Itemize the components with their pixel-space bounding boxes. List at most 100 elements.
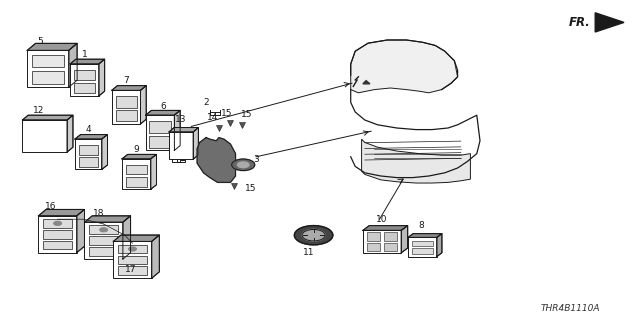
Bar [118,266,147,275]
Polygon shape [363,81,370,84]
Polygon shape [84,216,131,222]
Polygon shape [75,134,108,139]
Circle shape [294,226,333,245]
Text: 9: 9 [134,145,139,154]
Bar [412,248,433,254]
Polygon shape [70,59,105,64]
Text: THR4B1110A: THR4B1110A [541,304,600,313]
Text: 10: 10 [376,215,388,224]
Circle shape [129,247,136,251]
Text: 15: 15 [244,184,256,193]
Bar [384,232,397,241]
Bar [412,241,433,246]
Bar [22,120,67,152]
Circle shape [232,159,255,171]
Bar [169,132,193,159]
Polygon shape [151,154,156,189]
Text: 3: 3 [253,156,259,164]
Bar [408,237,437,257]
Bar [43,241,72,250]
Polygon shape [351,40,458,93]
Polygon shape [362,139,470,183]
Bar [150,121,170,133]
Polygon shape [408,234,442,237]
Polygon shape [595,13,624,32]
Polygon shape [22,115,73,120]
Bar [32,54,64,67]
Polygon shape [38,209,84,216]
Bar [43,230,72,238]
Polygon shape [141,85,147,124]
Polygon shape [67,115,73,152]
Polygon shape [102,134,108,170]
Bar [122,159,151,189]
Polygon shape [437,234,442,257]
Text: 18: 18 [93,209,105,218]
Circle shape [100,228,108,232]
Text: 8: 8 [419,221,424,230]
Bar [89,236,118,245]
Text: 2: 2 [204,98,209,107]
Bar [89,225,118,234]
Bar [38,216,77,253]
Bar [384,243,397,251]
Text: 15: 15 [241,110,252,119]
Bar [116,96,137,108]
Polygon shape [122,154,156,159]
Polygon shape [69,43,77,87]
Text: 5: 5 [38,37,43,46]
Polygon shape [401,226,408,253]
Text: 4: 4 [86,125,91,134]
Polygon shape [363,226,408,230]
Polygon shape [197,138,236,182]
Text: 13: 13 [175,115,187,124]
Bar [125,177,147,187]
Polygon shape [99,59,105,96]
Bar [150,136,170,148]
Bar [118,255,147,264]
Bar [70,64,99,96]
Circle shape [54,221,61,225]
Bar [118,244,147,253]
Bar [84,222,123,259]
Bar [146,115,174,150]
Bar [367,243,380,251]
Polygon shape [169,127,198,132]
Text: FR.: FR. [568,16,590,29]
Text: 7: 7 [124,76,129,85]
Text: 14: 14 [207,113,218,122]
Circle shape [237,162,249,168]
Bar [363,230,401,253]
Bar [116,110,137,121]
Polygon shape [152,235,159,278]
Bar [74,70,95,80]
Bar [27,50,69,87]
Polygon shape [146,110,180,115]
Bar [125,164,147,174]
Polygon shape [77,209,84,253]
Text: 6: 6 [161,102,166,111]
Text: 11: 11 [303,248,315,257]
Bar [367,232,380,241]
Circle shape [302,229,325,241]
Text: 17: 17 [125,265,137,274]
Bar [32,71,64,84]
Text: 16: 16 [45,202,57,211]
Text: 1: 1 [82,50,87,59]
Bar [89,247,118,256]
Text: 12: 12 [33,106,44,115]
Polygon shape [27,43,77,50]
Polygon shape [112,85,147,90]
Bar [79,145,98,155]
Bar [113,241,152,278]
Bar [79,157,98,167]
Text: 15: 15 [221,109,233,118]
Bar [74,83,95,93]
Polygon shape [123,216,131,259]
Polygon shape [174,110,180,150]
Polygon shape [113,235,159,241]
Polygon shape [193,127,198,159]
Bar [43,219,72,228]
Bar [112,90,141,124]
Bar [75,139,102,170]
